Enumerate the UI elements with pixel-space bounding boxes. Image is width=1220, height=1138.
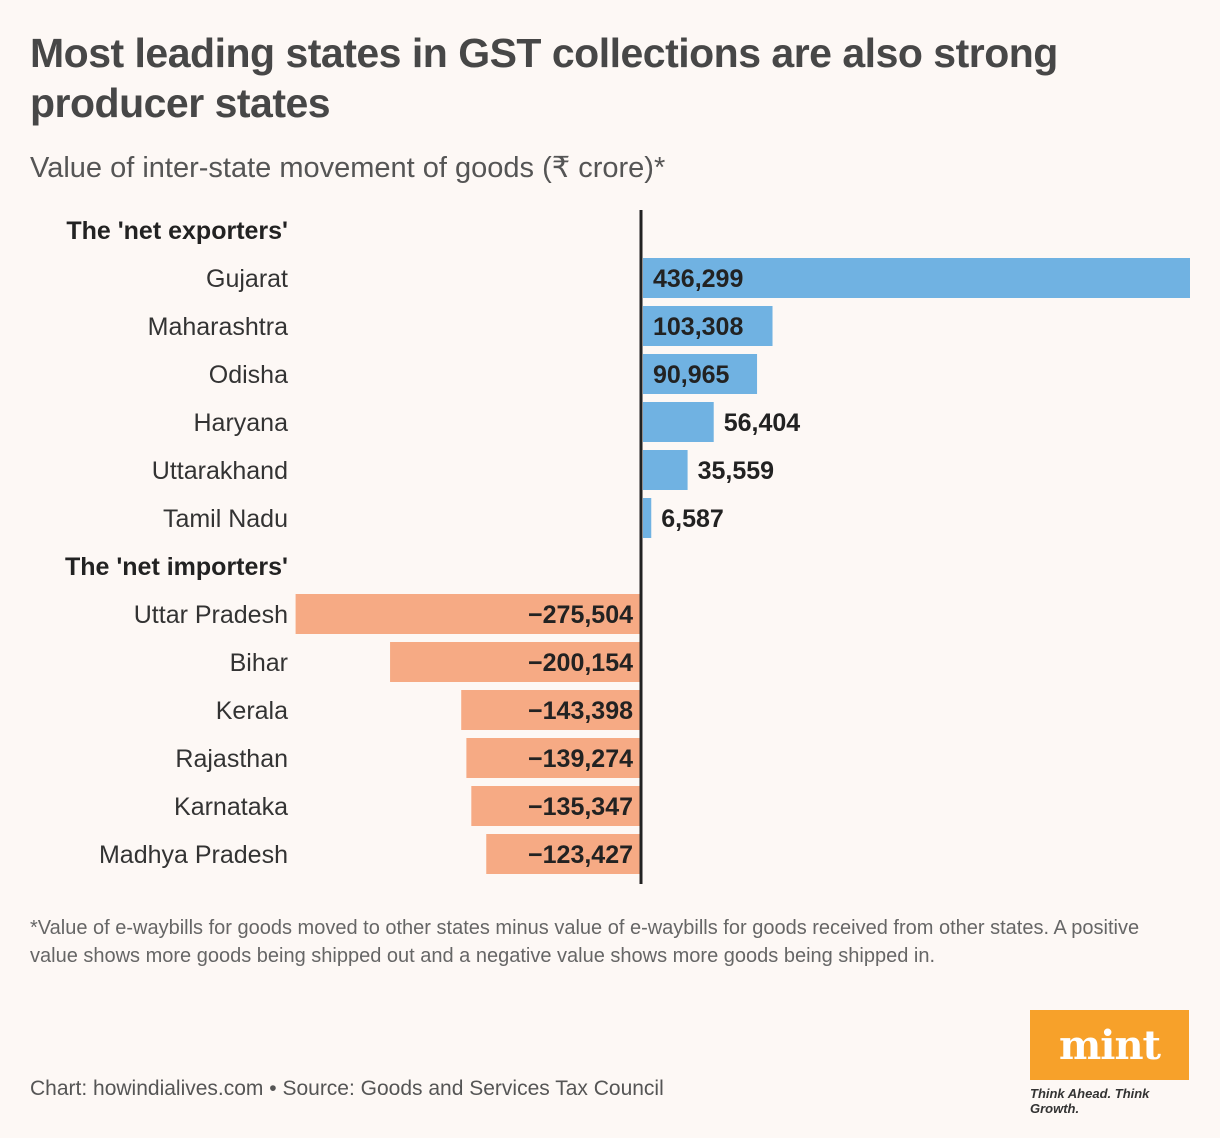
- category-label: Maharashtra: [148, 313, 288, 341]
- bar: [461, 690, 641, 730]
- bar: [643, 306, 773, 346]
- data-label: −123,427: [528, 841, 633, 869]
- bar-chart: The 'net exporters' Gujarat 436,299 Maharas…: [65, 210, 1190, 884]
- footnote: *Value of e-waybills for goods moved to …: [30, 917, 1140, 967]
- data-label: 90,965: [653, 361, 730, 389]
- group-label: The 'net exporters': [66, 217, 288, 245]
- category-label: Haryana: [194, 409, 289, 437]
- data-label: −139,274: [528, 745, 633, 773]
- bar: [643, 498, 652, 538]
- logo-tagline: Think Ahead. Think Growth.: [1030, 1086, 1150, 1116]
- bar: [643, 258, 1190, 298]
- data-label: −135,347: [528, 793, 633, 821]
- category-label: Uttarakhand: [152, 457, 288, 485]
- bar: [486, 834, 641, 874]
- chart-title: Most leading states in GST collections a…: [30, 30, 1058, 126]
- category-label: Tamil Nadu: [163, 505, 288, 533]
- bar: [466, 738, 641, 778]
- category-label: Kerala: [216, 697, 288, 725]
- group-label: The 'net importers': [65, 553, 288, 581]
- category-label: Rajasthan: [175, 745, 288, 773]
- mint-logo: mint: [1030, 1010, 1189, 1080]
- bar: [643, 402, 714, 442]
- bar: [295, 594, 641, 634]
- category-label: Odisha: [209, 361, 288, 389]
- data-label: −143,398: [528, 697, 633, 725]
- data-label: −275,504: [528, 601, 633, 629]
- category-label: Karnataka: [174, 793, 288, 821]
- category-label: Uttar Pradesh: [134, 601, 288, 629]
- data-label: 35,559: [698, 457, 774, 485]
- category-label: Gujarat: [206, 265, 288, 293]
- data-label: 6,587: [661, 505, 724, 533]
- category-label: Bihar: [230, 649, 288, 677]
- bar: [471, 786, 641, 826]
- bar: [643, 354, 758, 394]
- bar: [390, 642, 641, 682]
- source-credit: Chart: howindialives.com • Source: Goods…: [30, 1077, 664, 1100]
- chart-subtitle: Value of inter-state movement of goods (…: [30, 152, 666, 184]
- data-label: 103,308: [653, 313, 743, 341]
- data-label: 56,404: [724, 409, 801, 437]
- category-label: Madhya Pradesh: [99, 841, 288, 869]
- data-label: −200,154: [528, 649, 633, 677]
- data-label: 436,299: [653, 265, 743, 293]
- bar: [643, 450, 688, 490]
